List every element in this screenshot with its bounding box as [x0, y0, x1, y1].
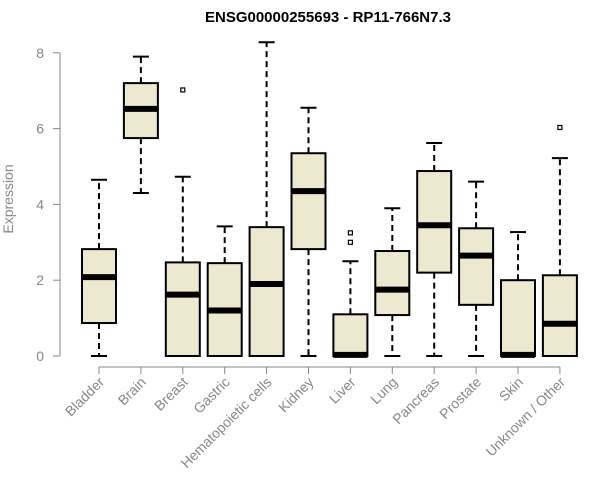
y-tick-label: 2	[36, 272, 44, 288]
box-iqr	[332, 313, 369, 357]
x-tick-label: Pancreas	[389, 374, 442, 427]
box-iqr	[500, 279, 536, 358]
box-iqr	[458, 227, 495, 306]
box-iqr	[164, 261, 201, 357]
box-liver	[332, 230, 369, 358]
x-tick-label: Lung	[367, 374, 400, 407]
x-tick-label: Liver	[326, 374, 359, 407]
x-tick-label: Kidney	[275, 374, 317, 416]
x-tick-label: Skin	[496, 374, 527, 405]
box-unknown-other	[541, 124, 578, 358]
x-tick-label: Prostate	[436, 374, 484, 422]
y-axis-label: Expression	[0, 164, 16, 233]
outlier-point	[557, 124, 563, 131]
box-kidney	[290, 106, 327, 357]
chart-title: ENSG00000255693 - RP11-766N7.3	[205, 9, 451, 26]
box-iqr	[248, 226, 285, 357]
box-hematopoietic-cells	[248, 41, 285, 357]
boxes-group	[81, 41, 578, 358]
y-tick-label: 4	[36, 196, 44, 212]
x-tick-label: Unknown / Other	[482, 374, 568, 460]
y-axis: 0 2 4 6 8	[36, 45, 61, 364]
box-breast	[164, 87, 201, 357]
x-tick-label: Breast	[151, 374, 191, 414]
y-tick-label: 8	[36, 45, 44, 61]
y-tick-label: 6	[36, 121, 44, 137]
box-skin	[500, 231, 536, 358]
box-iqr	[374, 250, 411, 317]
box-iqr	[541, 274, 578, 358]
box-iqr	[416, 170, 453, 274]
y-tick-label: 0	[36, 348, 44, 364]
x-tick-label: Bladder	[62, 374, 108, 420]
box-pancreas	[416, 142, 453, 357]
box-prostate	[458, 180, 495, 357]
box-brain	[122, 55, 159, 195]
outlier-point	[347, 239, 353, 245]
x-tick-label: Brain	[115, 374, 149, 408]
box-iqr	[290, 152, 327, 251]
box-lung	[374, 207, 411, 357]
outlier-point	[180, 87, 186, 93]
box-bladder	[81, 178, 117, 357]
box-iqr	[81, 248, 117, 325]
outlier-point	[347, 230, 353, 236]
box-gastric	[206, 225, 243, 357]
